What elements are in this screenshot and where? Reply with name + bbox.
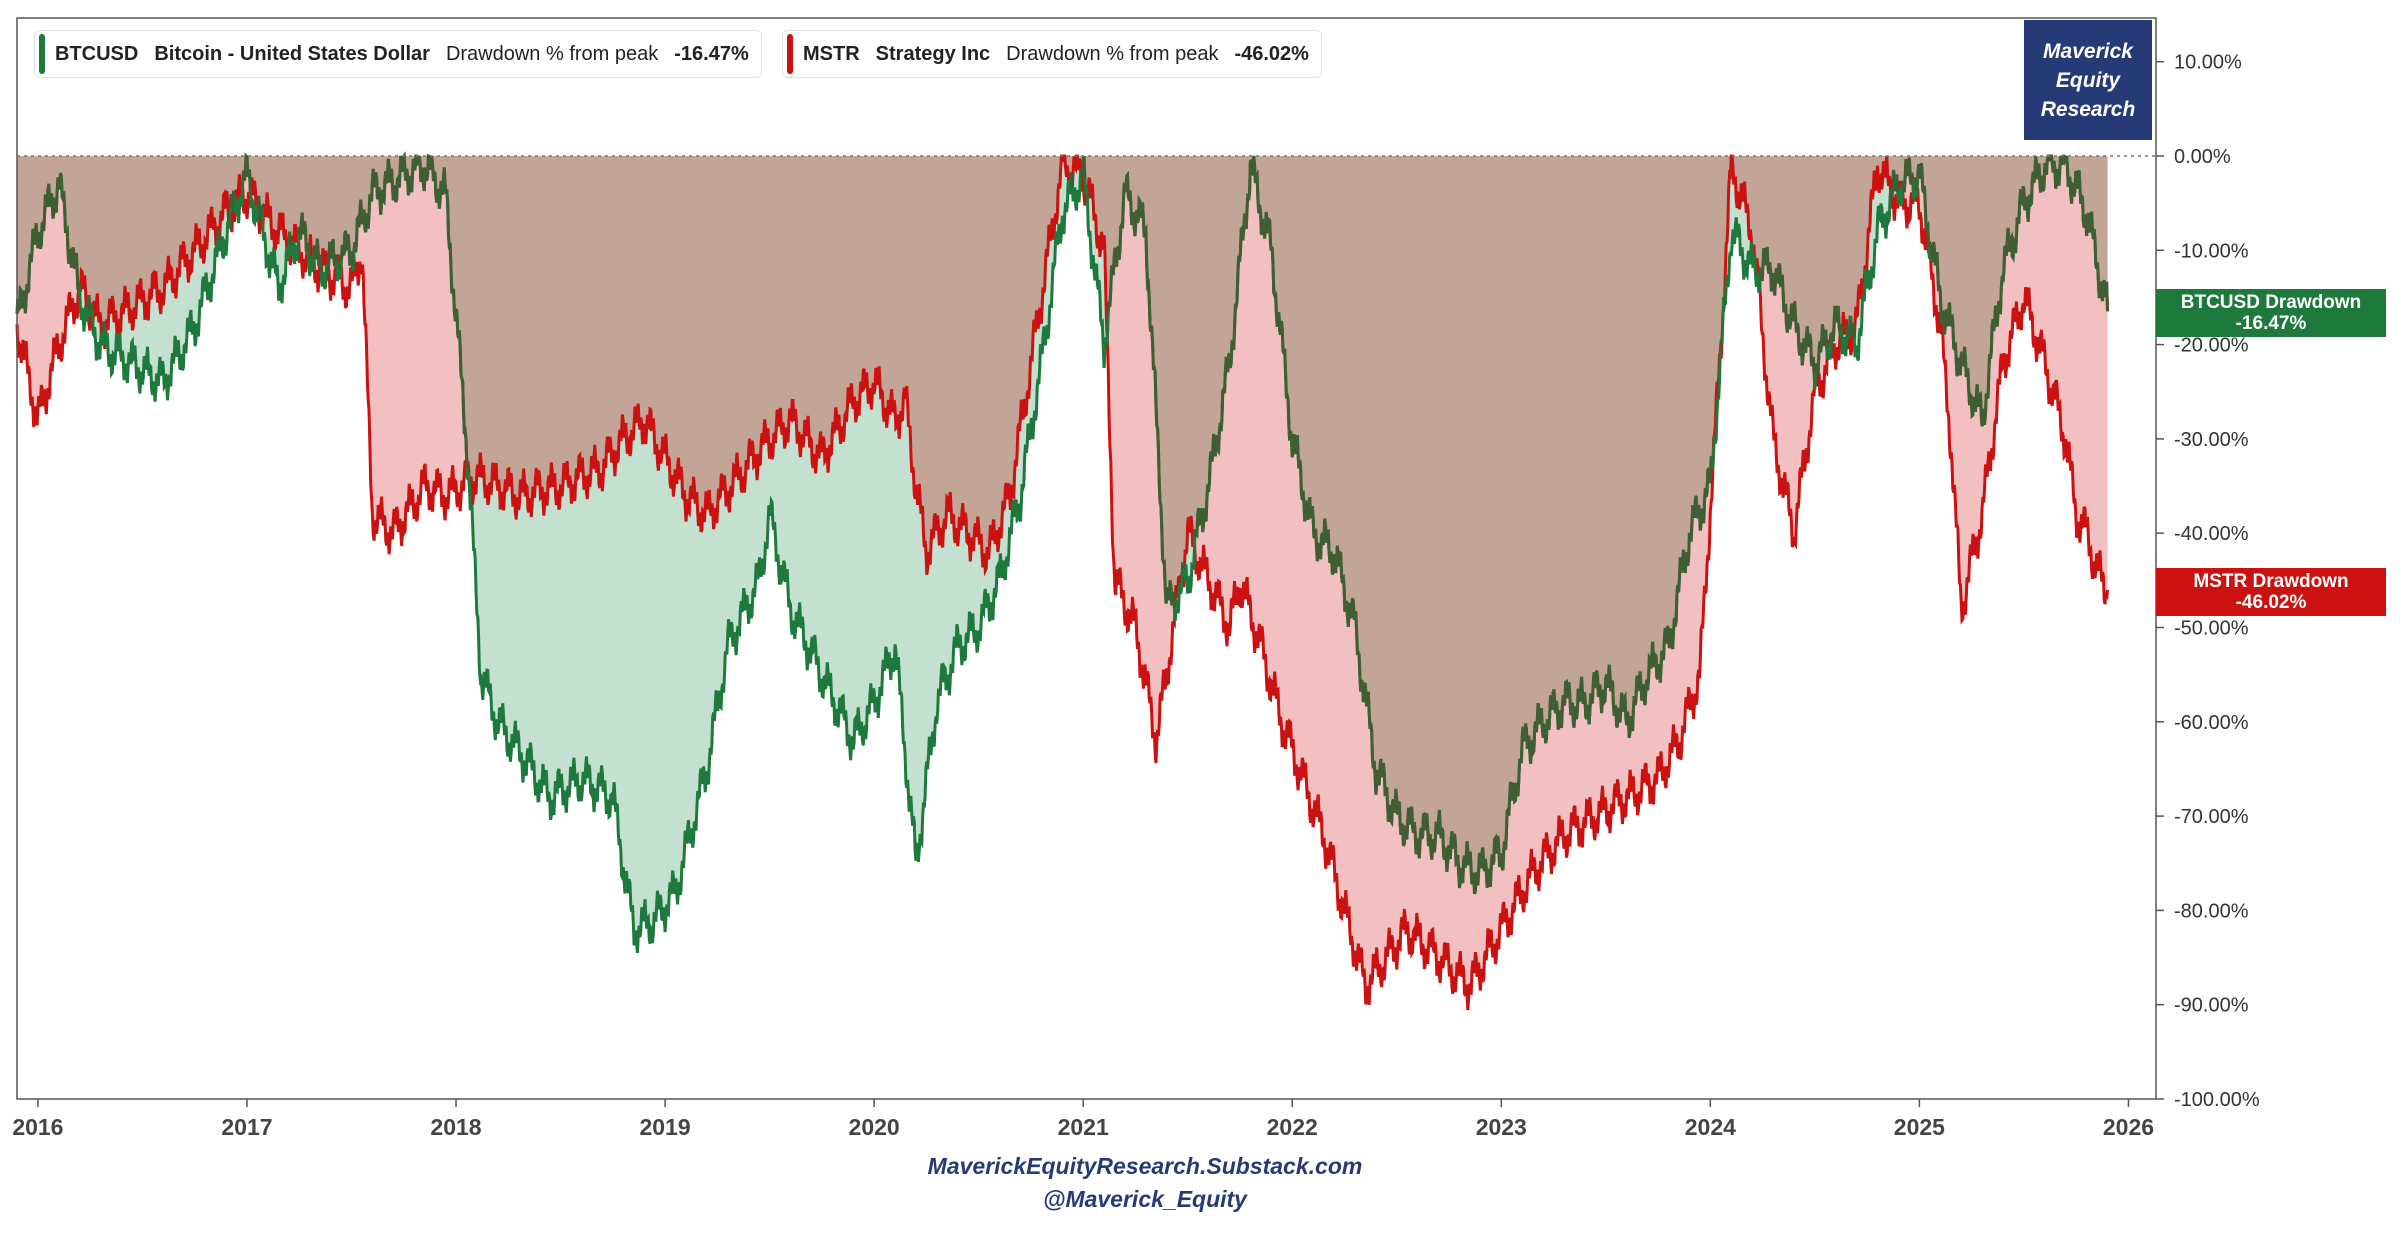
- legend-name: Bitcoin - United States Dollar: [154, 42, 430, 65]
- y-tick-label: -50.00%: [2174, 618, 2249, 640]
- legend-item-btcusd[interactable]: BTCUSD Bitcoin - United States Dollar Dr…: [34, 30, 762, 78]
- y-tick-label: -30.00%: [2174, 429, 2249, 451]
- axes: 10.00% 0.00% -10.00% -20.00% -30.00% -40.00% -…: [12, 17, 2260, 1140]
- mstr-last-value-badge: MSTR Drawdown -46.02%: [2156, 568, 2386, 616]
- overlap-area: [17, 156, 2108, 894]
- y-tick-label: -60.00%: [2174, 712, 2249, 734]
- x-tick-label: 2019: [639, 1114, 690, 1140]
- legend-symbol: BTCUSD: [55, 42, 139, 65]
- y-tick-label: 0.00%: [2174, 146, 2231, 168]
- x-tick-label: 2023: [1476, 1114, 1527, 1140]
- brand-line: Research: [2040, 97, 2136, 121]
- legend-value: -16.47%: [674, 42, 749, 65]
- legend-symbol: MSTR: [803, 42, 860, 65]
- y-tick-label: -80.00%: [2174, 900, 2249, 922]
- y-tick-label: -90.00%: [2174, 995, 2249, 1017]
- badge-title: BTCUSD Drawdown: [2180, 292, 2362, 313]
- x-tick-label: 2026: [2103, 1114, 2154, 1140]
- x-tick-label: 2025: [1894, 1114, 1945, 1140]
- btcusd-overlap-line: [15, 151, 2109, 895]
- x-tick-label: 2022: [1267, 1114, 1318, 1140]
- y-tick-label: -70.00%: [2174, 806, 2249, 828]
- footer-site[interactable]: MaverickEquityResearch.Substack.com: [927, 1153, 1363, 1179]
- y-tick-label: 10.00%: [2174, 52, 2242, 74]
- mstr-swatch: [787, 34, 793, 74]
- brand-line: Equity: [2055, 68, 2121, 92]
- y-tick-label: -20.00%: [2174, 335, 2249, 357]
- x-tick-label: 2016: [12, 1114, 63, 1140]
- badge-value: -46.02%: [2235, 592, 2307, 613]
- x-tick-label: 2024: [1685, 1114, 1736, 1140]
- legend-item-mstr[interactable]: MSTR Strategy Inc Drawdown % from peak -…: [782, 30, 1322, 78]
- badge-value: -16.47%: [2235, 313, 2307, 334]
- x-tick-label: 2017: [221, 1114, 272, 1140]
- btcusd-last-value-badge: BTCUSD Drawdown -16.47%: [2156, 289, 2386, 337]
- badge-title: MSTR Drawdown: [2193, 571, 2349, 592]
- footer-handle[interactable]: @Maverick_Equity: [1043, 1186, 1247, 1212]
- area-fills: [17, 156, 2108, 1011]
- x-tick-label: 2020: [849, 1114, 900, 1140]
- x-tick-label: 2021: [1058, 1114, 1109, 1140]
- brand-logo: Maverick Equity Research: [2024, 20, 2152, 140]
- legend-name: Strategy Inc: [875, 42, 991, 65]
- btcusd-swatch: [39, 34, 45, 74]
- plot-frame: [16, 17, 2157, 1100]
- legend-metric: Drawdown % from peak: [1006, 42, 1219, 65]
- y-tick-label: -10.00%: [2174, 240, 2249, 262]
- brand-line: Maverick: [2043, 39, 2133, 63]
- legend-value: -46.02%: [1234, 42, 1309, 65]
- y-tick-label: -100.00%: [2174, 1089, 2260, 1111]
- legend-metric: Drawdown % from peak: [445, 42, 659, 65]
- y-tick-label: -40.00%: [2174, 523, 2249, 545]
- x-tick-label: 2018: [430, 1114, 481, 1140]
